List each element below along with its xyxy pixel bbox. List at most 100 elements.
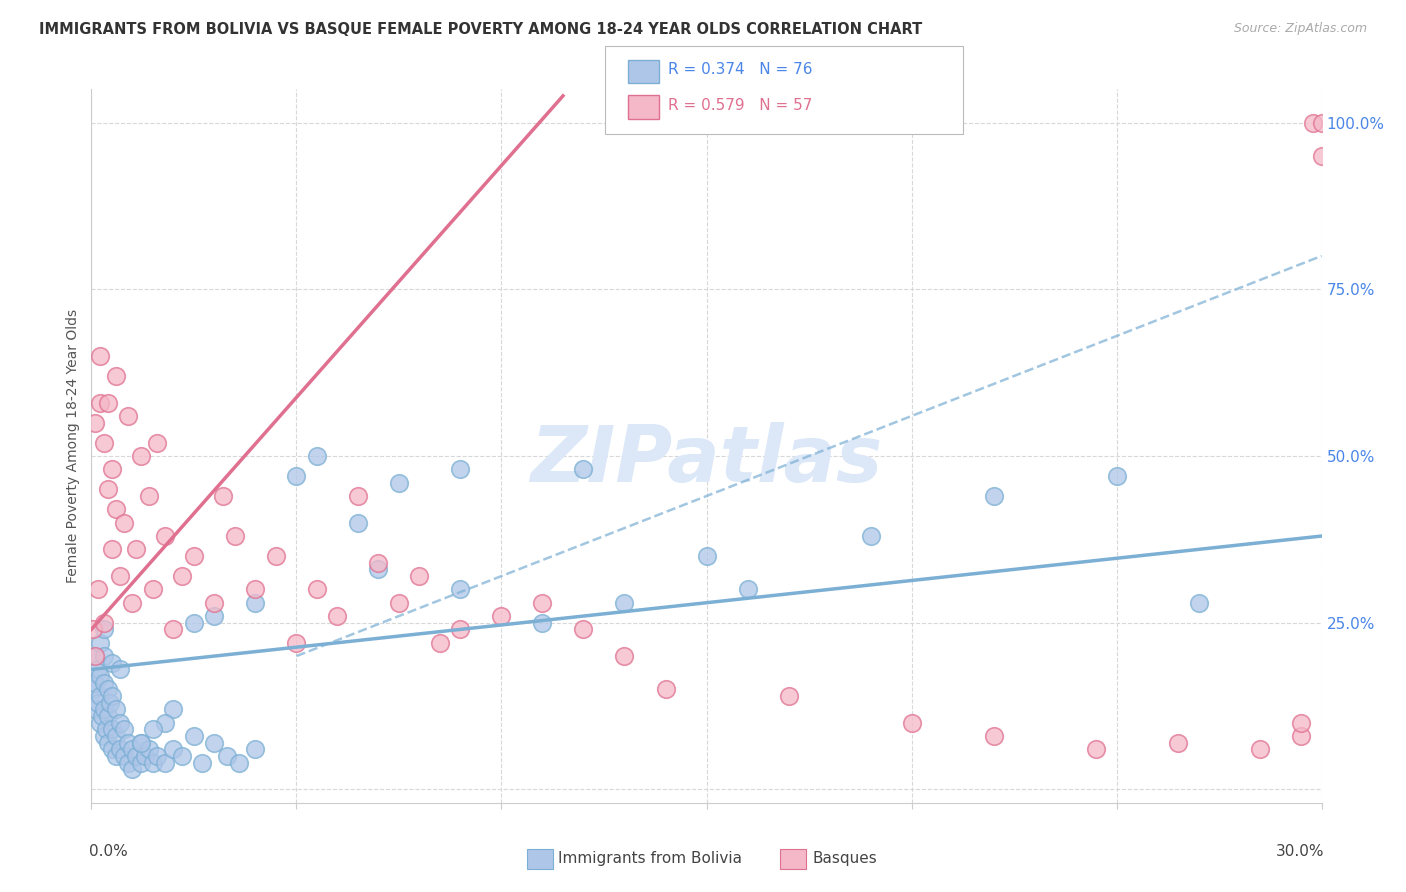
Point [228, 756, 250, 770]
Point [101, 462, 124, 476]
Point [97, 736, 120, 750]
Point [93, 615, 115, 630]
Point [117, 736, 139, 750]
Point [84, 416, 107, 430]
Point [112, 723, 135, 737]
Point [224, 529, 246, 543]
Point [105, 749, 127, 764]
Point [146, 435, 169, 450]
Point [121, 763, 143, 777]
Point [105, 729, 127, 743]
Point [89, 395, 111, 409]
Point [84, 702, 107, 716]
Point [89, 636, 111, 650]
Point [138, 742, 160, 756]
Point [1289, 729, 1312, 743]
Point [125, 749, 148, 764]
Point [86, 696, 108, 710]
Text: 30.0%: 30.0% [1275, 845, 1324, 859]
Point [367, 556, 389, 570]
Point [211, 489, 233, 503]
Point [449, 623, 471, 637]
Point [1167, 736, 1189, 750]
Point [305, 582, 328, 597]
Text: R = 0.579   N = 57: R = 0.579 N = 57 [668, 98, 813, 112]
Point [285, 469, 308, 483]
Text: Source: ZipAtlas.com: Source: ZipAtlas.com [1233, 22, 1367, 36]
Point [191, 756, 214, 770]
Point [983, 489, 1005, 503]
Point [215, 749, 238, 764]
Point [1302, 115, 1324, 129]
Point [138, 489, 160, 503]
Point [142, 723, 165, 737]
Point [613, 596, 636, 610]
Point [93, 435, 115, 450]
Point [326, 609, 349, 624]
Point [108, 569, 131, 583]
Point [112, 516, 135, 530]
Point [170, 569, 193, 583]
Point [202, 609, 225, 624]
Point [572, 623, 595, 637]
Point [142, 582, 165, 597]
Point [388, 475, 411, 490]
Point [491, 609, 513, 624]
Point [129, 736, 152, 750]
Point [1187, 596, 1209, 610]
Point [125, 542, 148, 557]
Point [105, 368, 127, 383]
Point [93, 675, 115, 690]
Point [142, 756, 165, 770]
Point [101, 723, 124, 737]
Point [531, 615, 554, 630]
Point [84, 649, 107, 664]
Point [112, 749, 135, 764]
Point [89, 349, 111, 363]
Point [429, 636, 451, 650]
Point [129, 449, 152, 463]
Point [388, 596, 411, 610]
Point [1249, 742, 1271, 756]
Point [162, 742, 184, 756]
Point [89, 669, 111, 683]
Point [153, 756, 177, 770]
Point [202, 596, 225, 610]
Point [408, 569, 430, 583]
Point [162, 623, 184, 637]
Text: 0.0%: 0.0% [89, 845, 128, 859]
Point [108, 662, 131, 676]
Point [84, 675, 107, 690]
Point [86, 582, 108, 597]
Point [778, 689, 800, 703]
Point [183, 729, 205, 743]
Point [108, 715, 131, 730]
Point [101, 742, 124, 756]
Point [245, 582, 267, 597]
Point [654, 682, 676, 697]
Point [105, 502, 127, 516]
Point [97, 709, 120, 723]
Point [97, 483, 120, 497]
Point [93, 702, 115, 716]
Point [347, 516, 370, 530]
Point [983, 729, 1005, 743]
Text: R = 0.374   N = 76: R = 0.374 N = 76 [668, 62, 813, 77]
Point [183, 615, 205, 630]
Point [695, 549, 717, 563]
Text: ZIPatlas: ZIPatlas [530, 422, 883, 499]
Point [245, 596, 267, 610]
Point [153, 529, 177, 543]
Point [90, 709, 112, 723]
Point [146, 749, 169, 764]
Point [117, 756, 139, 770]
Point [531, 596, 554, 610]
Point [347, 489, 370, 503]
Point [98, 696, 121, 710]
Point [121, 742, 143, 756]
Point [572, 462, 595, 476]
Point [134, 749, 156, 764]
Point [101, 542, 124, 557]
Point [89, 689, 111, 703]
Point [1085, 742, 1108, 756]
